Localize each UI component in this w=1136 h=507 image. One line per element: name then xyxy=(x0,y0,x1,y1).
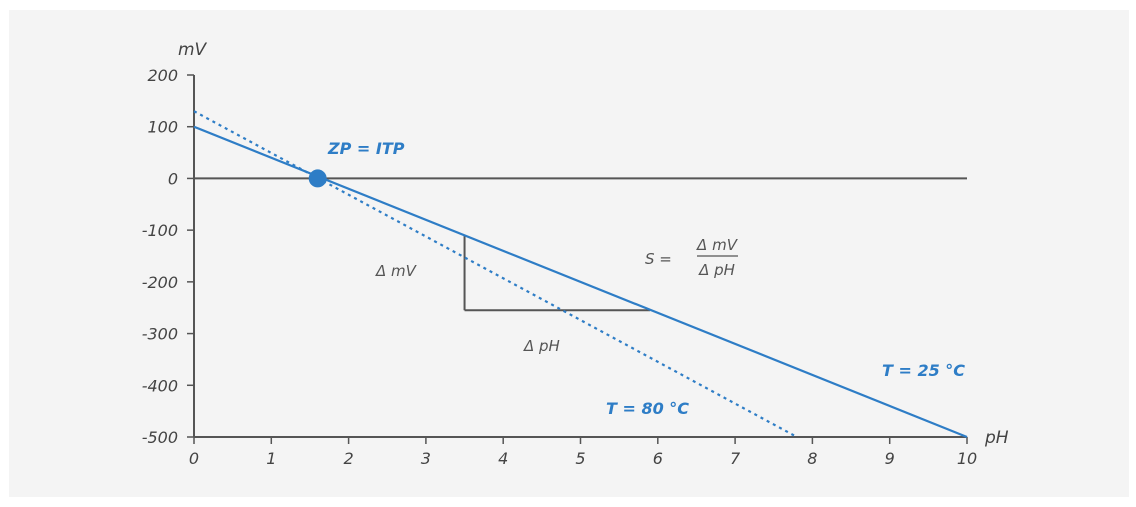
x-tick-label: 7 xyxy=(730,449,741,468)
x-tick-label: 6 xyxy=(653,449,663,468)
y-tick-label: 0 xyxy=(168,169,178,188)
x-tick-label: 2 xyxy=(344,449,354,468)
isopotential-point-label: ZP = ITP xyxy=(327,139,405,158)
y-tick-label: -500 xyxy=(142,428,178,447)
series-line-25c xyxy=(193,125,968,439)
isopotential-point-marker xyxy=(308,169,327,188)
y-tick-label: -100 xyxy=(142,221,178,240)
x-tick-label: 10 xyxy=(957,449,977,468)
y-tick-label: -400 xyxy=(142,376,178,395)
series-label-80c: T = 80 °C xyxy=(606,399,689,418)
x-tick-label: 9 xyxy=(885,449,895,468)
slope-formula-numerator: Δ mV xyxy=(696,236,739,254)
x-tick-label: 5 xyxy=(575,449,585,468)
y-tick-label: -200 xyxy=(142,273,178,292)
x-axis-label: pH xyxy=(984,428,1009,448)
slope-formula: S = Δ mV Δ pH xyxy=(645,236,739,279)
chart-panel xyxy=(9,10,1129,497)
x-tick-label: 1 xyxy=(266,449,276,468)
x-tick-label: 0 xyxy=(189,449,199,468)
delta-mv-label: Δ mV xyxy=(375,262,418,280)
x-tick-label: 3 xyxy=(421,449,431,468)
y-axis-label: mV xyxy=(178,40,208,60)
slope-formula-denominator: Δ pH xyxy=(698,261,735,279)
series-label-25c: T = 25 °C xyxy=(882,361,965,380)
slope-formula-lhs: S = xyxy=(645,250,672,268)
y-tick-label: -300 xyxy=(142,325,178,344)
series-line-80c xyxy=(193,110,798,438)
x-tick-label: 8 xyxy=(807,449,817,468)
delta-ph-label: Δ pH xyxy=(523,337,560,355)
y-tick-label: 200 xyxy=(147,66,178,85)
x-tick-label: 4 xyxy=(498,449,508,468)
y-tick-label: 100 xyxy=(147,118,178,137)
